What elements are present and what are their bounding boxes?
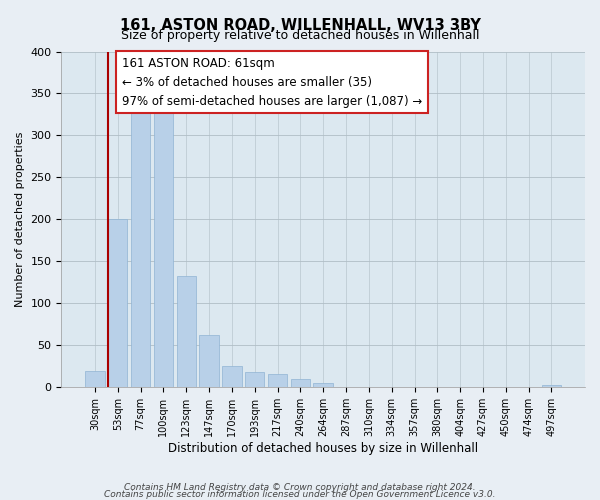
- Bar: [313, 383, 333, 388]
- X-axis label: Distribution of detached houses by size in Willenhall: Distribution of detached houses by size …: [168, 442, 478, 455]
- Text: 161, ASTON ROAD, WILLENHALL, WV13 3BY: 161, ASTON ROAD, WILLENHALL, WV13 3BY: [119, 18, 481, 32]
- Bar: [85, 370, 104, 388]
- Bar: [154, 110, 173, 388]
- Bar: [290, 379, 310, 388]
- Bar: [245, 372, 265, 388]
- Bar: [337, 386, 356, 388]
- Bar: [108, 220, 127, 388]
- Bar: [131, 112, 150, 388]
- Text: Contains public sector information licensed under the Open Government Licence v3: Contains public sector information licen…: [104, 490, 496, 499]
- Bar: [496, 386, 515, 388]
- Bar: [199, 336, 219, 388]
- Text: 161 ASTON ROAD: 61sqm
← 3% of detached houses are smaller (35)
97% of semi-detac: 161 ASTON ROAD: 61sqm ← 3% of detached h…: [122, 56, 422, 108]
- Y-axis label: Number of detached properties: Number of detached properties: [15, 132, 25, 307]
- Bar: [222, 366, 242, 388]
- Bar: [542, 385, 561, 388]
- Text: Contains HM Land Registry data © Crown copyright and database right 2024.: Contains HM Land Registry data © Crown c…: [124, 484, 476, 492]
- Bar: [176, 276, 196, 388]
- Bar: [268, 374, 287, 388]
- Text: Size of property relative to detached houses in Willenhall: Size of property relative to detached ho…: [121, 29, 479, 42]
